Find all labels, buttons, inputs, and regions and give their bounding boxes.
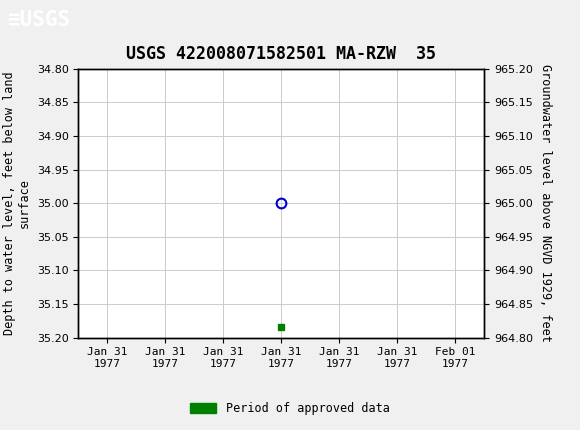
Y-axis label: Depth to water level, feet below land
surface: Depth to water level, feet below land su…	[3, 71, 31, 335]
Legend: Period of approved data: Period of approved data	[186, 397, 394, 420]
Title: USGS 422008071582501 MA-RZW  35: USGS 422008071582501 MA-RZW 35	[126, 45, 436, 63]
Text: ≡USGS: ≡USGS	[7, 9, 70, 30]
Y-axis label: Groundwater level above NGVD 1929, feet: Groundwater level above NGVD 1929, feet	[539, 64, 553, 342]
